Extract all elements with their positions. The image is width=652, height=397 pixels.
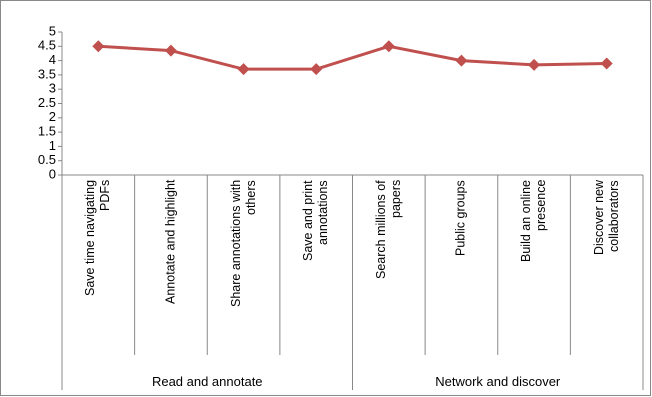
- marker: [528, 58, 541, 71]
- x-tick-label: Discover new collaborators: [591, 180, 621, 256]
- marker: [164, 44, 177, 57]
- y-tick-label: 1.5: [38, 124, 56, 139]
- line: [98, 44, 607, 71]
- y-tick-label: 0.5: [38, 152, 56, 167]
- marker: [237, 63, 250, 76]
- x-tick-label: Share annotations with others: [228, 180, 258, 308]
- x-tick-label: Build an online presence: [519, 180, 549, 263]
- y-tick-label: 4.5: [38, 38, 56, 53]
- marker: [92, 40, 105, 53]
- x-tick-label: Annotate and highlight: [163, 180, 178, 305]
- x-tick-label: Public groups: [453, 180, 468, 256]
- y-tick-label: 2: [49, 109, 56, 124]
- marker: [382, 40, 395, 53]
- y-tick-label: 3: [49, 81, 56, 96]
- x-tick-label: Search millions of papers: [373, 180, 403, 279]
- y-tick-label: 3.5: [38, 66, 56, 81]
- marker: [310, 63, 323, 76]
- x-tick-label: Save and print annotations: [301, 180, 331, 261]
- group-label: Network and discover: [435, 374, 561, 389]
- marker: [600, 57, 613, 70]
- y-tick-label: 0: [49, 166, 56, 181]
- y-tick-label: 4: [49, 52, 56, 67]
- y-tick-label: 5: [49, 23, 56, 38]
- y-tick-label: 2.5: [38, 95, 56, 110]
- y-tick-label: 1: [49, 138, 56, 153]
- x-tick-label: Save time navigating PDFs: [83, 180, 113, 297]
- marker: [455, 54, 468, 67]
- group-label: Read and annotate: [151, 374, 263, 389]
